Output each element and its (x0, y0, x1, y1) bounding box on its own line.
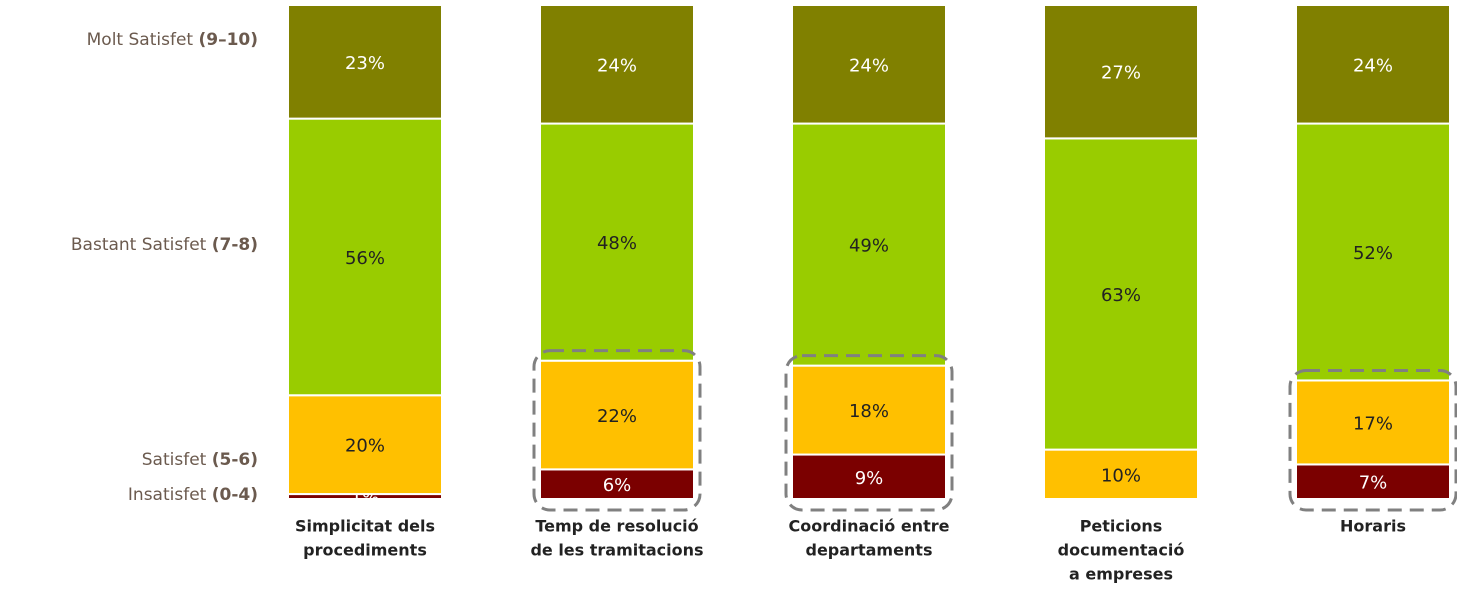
value-label: 7% (1359, 473, 1388, 494)
highlight-box (1288, 368, 1457, 512)
category-label: Coordinació entre (789, 517, 950, 536)
bar-segment (1043, 4, 1199, 140)
bar-segment (539, 4, 695, 125)
legend-range: (5-6) (212, 450, 258, 470)
category-label: Temp de resolució (535, 517, 698, 536)
legend-range: (0-4) (212, 485, 258, 505)
value-label: 52% (1353, 243, 1393, 264)
value-label: 27% (1101, 63, 1141, 84)
highlight-box (532, 349, 702, 512)
category-label: Peticions (1080, 517, 1163, 536)
category-label: Horaris (1340, 517, 1406, 536)
category-label: documentació (1058, 541, 1185, 560)
bar-segment (287, 117, 443, 397)
legend-label: Satisfet (5-6) (142, 450, 258, 470)
legend-name: Insatisfet (128, 485, 212, 505)
value-label: 48% (597, 233, 637, 254)
value-label: 24% (849, 55, 889, 76)
legend-name: Satisfet (142, 450, 212, 470)
highlight-box (784, 354, 954, 512)
category-label: a empreses (1069, 565, 1173, 584)
value-label: 18% (849, 401, 889, 422)
bar-segment (287, 4, 443, 120)
bar-segment (1295, 4, 1451, 125)
value-label: 56% (345, 248, 385, 269)
legend-label: Bastant Satisfet (7-8) (71, 235, 258, 255)
bar-segment (1295, 122, 1451, 382)
value-label: 24% (1353, 55, 1393, 76)
bar-segment (1043, 448, 1199, 501)
category-label: Simplicitat dels (295, 517, 435, 536)
value-label: 20% (345, 436, 385, 457)
legend-label: Insatisfet (0-4) (128, 485, 258, 505)
value-label: 23% (345, 53, 385, 74)
bar-segment (791, 4, 947, 125)
legend-label: Molt Satisfet (9–10) (87, 30, 258, 50)
bar-segment (791, 122, 947, 367)
bar-segment (1295, 379, 1451, 466)
legend-range: (7-8) (212, 235, 258, 255)
category-label: procediments (303, 541, 427, 560)
value-label: 10% (1101, 465, 1141, 486)
legend-range: (9–10) (198, 30, 258, 50)
value-label: 24% (597, 55, 637, 76)
value-label: 6% (603, 475, 632, 496)
value-label: 9% (855, 468, 884, 489)
bar-segment (791, 364, 947, 456)
bar-segment (1295, 463, 1451, 501)
value-label: 63% (1101, 285, 1141, 306)
value-label: 17% (1353, 413, 1393, 434)
category-label: departaments (806, 541, 933, 560)
bar-segment (287, 394, 443, 496)
value-label: 49% (849, 236, 889, 257)
legend-name: Bastant Satisfet (71, 235, 212, 255)
bar-segment (1043, 137, 1199, 451)
category-label: de les tramitacions (530, 541, 703, 560)
legend-name: Molt Satisfet (87, 30, 199, 50)
value-label: 22% (597, 406, 637, 427)
